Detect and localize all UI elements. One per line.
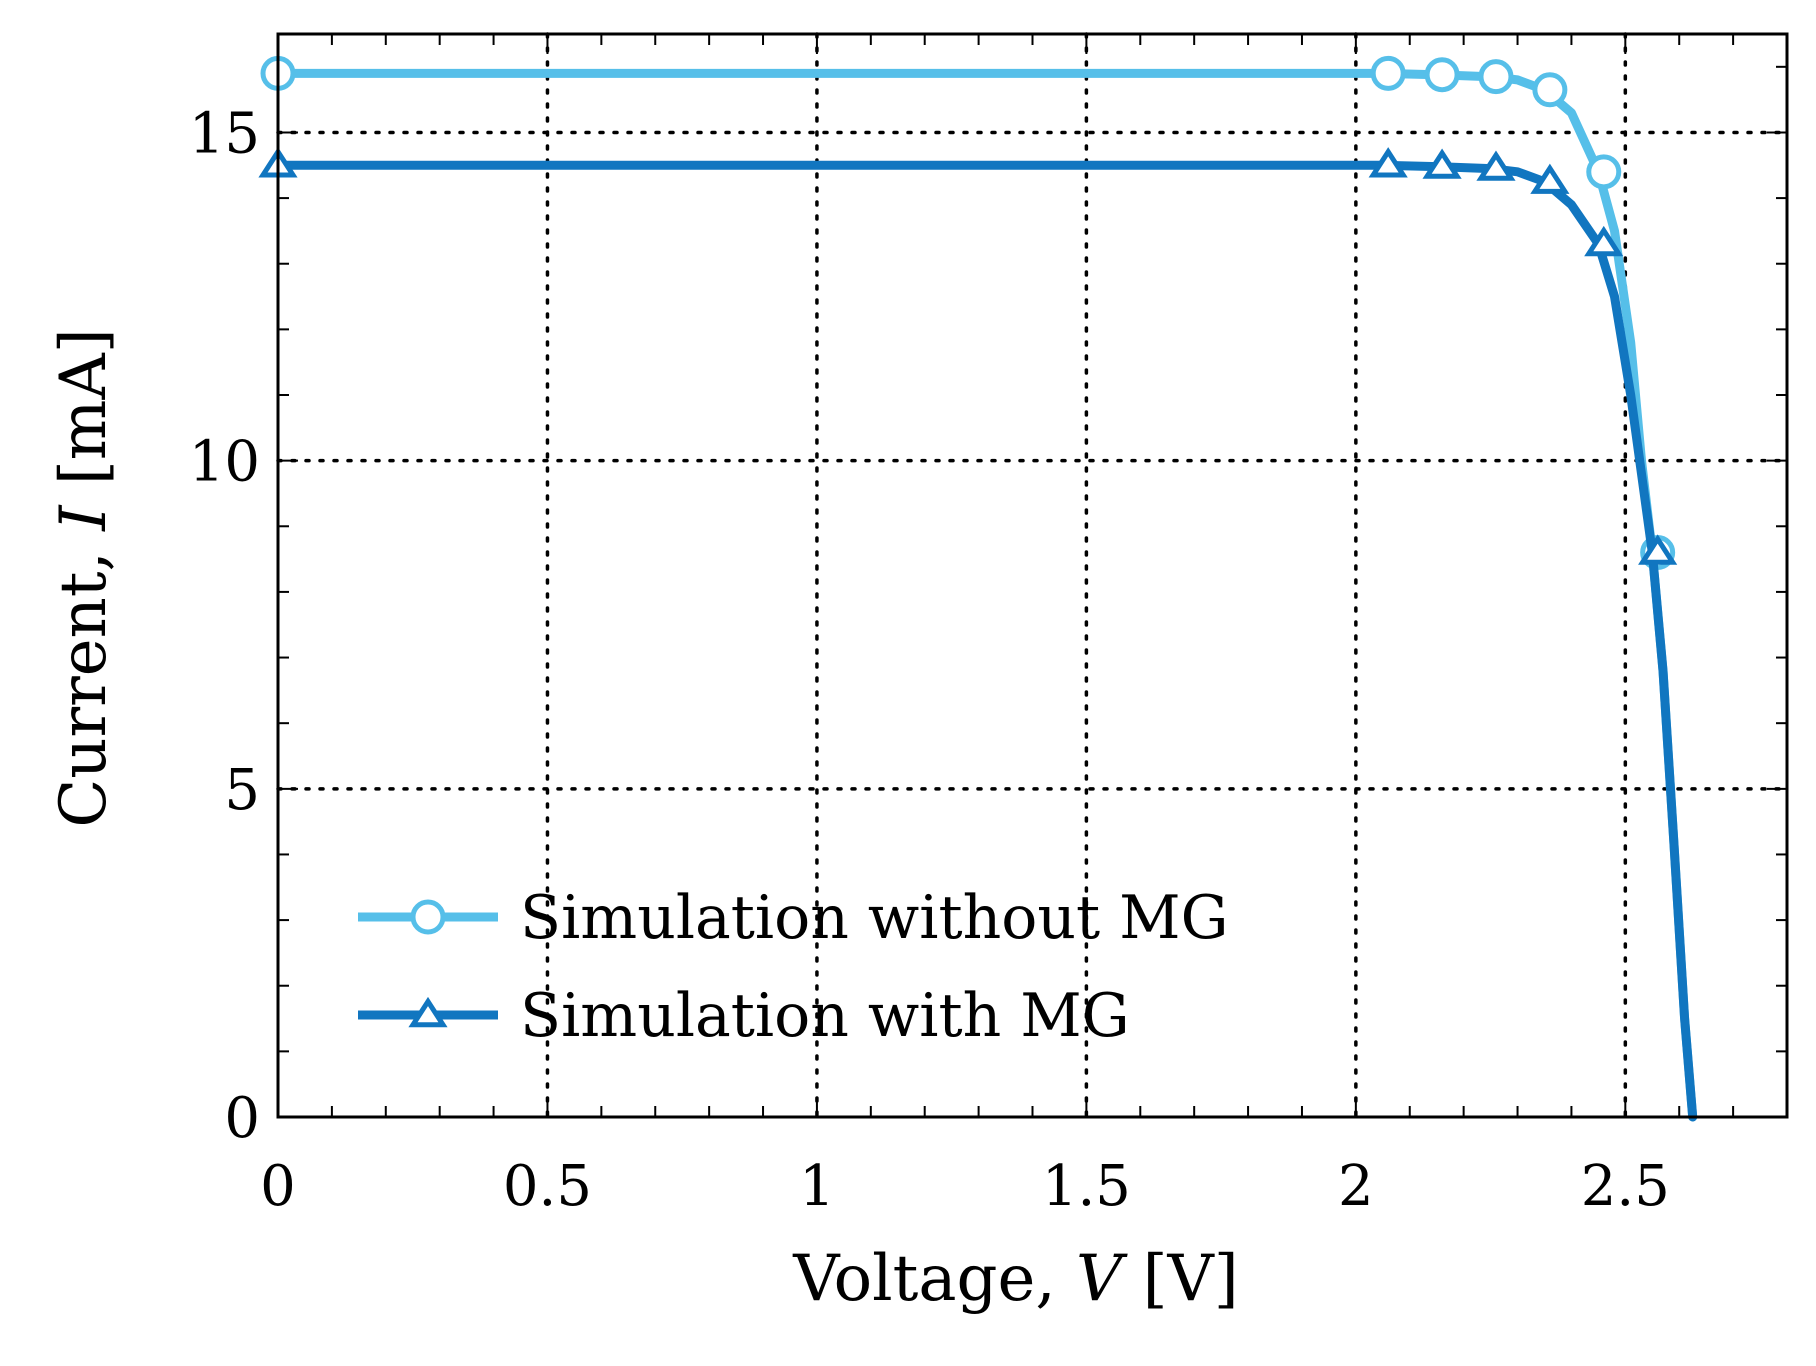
series-line-0 xyxy=(273,68,1698,1122)
x-tick-label: 2 xyxy=(1338,1154,1374,1219)
data-point-circle xyxy=(1370,55,1406,91)
x-axis-title-unit: [V] xyxy=(1122,1242,1239,1316)
y-axis-title: Current, I [mA] xyxy=(47,328,121,827)
x-tick-label: 1 xyxy=(799,1154,835,1219)
data-point-circle xyxy=(1586,154,1622,190)
y-axis-title-prefix: Current, xyxy=(47,531,121,828)
y-tick-label: 15 xyxy=(189,101,260,166)
data-point-triangle xyxy=(1368,147,1408,178)
y-tick-label: 5 xyxy=(224,758,260,823)
legend-marker-circle xyxy=(410,899,446,935)
data-point-triangle xyxy=(1530,163,1570,194)
x-tick-label: 0.5 xyxy=(503,1154,592,1219)
x-axis-title: Voltage, V [V] xyxy=(792,1242,1238,1316)
plot-frame xyxy=(276,32,1789,1119)
legend-marker-triangle xyxy=(408,996,448,1028)
data-point-triangle xyxy=(1422,148,1462,179)
x-axis-title-prefix: Voltage, xyxy=(792,1242,1076,1316)
data-point-triangle xyxy=(1476,150,1516,181)
data-point-circle xyxy=(1424,57,1460,93)
x-tick-label: 1.5 xyxy=(1042,1154,1131,1219)
legend-label-with-mg: Simulation with MG xyxy=(520,981,1130,1051)
x-tick-label: 0 xyxy=(260,1154,296,1219)
tick-labels: 0 0.5 1 1.5 2 2.5 0 5 10 15 xyxy=(189,101,1670,1219)
y-tick-label: 0 xyxy=(224,1086,260,1151)
data-point-circle xyxy=(1532,72,1568,108)
data-point-triangle xyxy=(1638,534,1678,565)
series-layer xyxy=(258,55,1698,1122)
legend: Simulation without MG Simulation with MG xyxy=(358,883,1229,1051)
grid-layer xyxy=(276,32,1789,1119)
x-tick-label: 2.5 xyxy=(1581,1154,1670,1219)
x-axis-title-var: V xyxy=(1076,1242,1128,1316)
y-tick-label: 10 xyxy=(189,430,260,495)
data-point-circle xyxy=(1478,59,1514,95)
legend-label-without-mg: Simulation without MG xyxy=(520,883,1229,953)
y-axis-title-unit: [mA] xyxy=(47,328,121,505)
y-axis-title-var: I xyxy=(47,504,121,532)
data-point-triangle xyxy=(1584,225,1624,257)
series-line-1 xyxy=(273,160,1698,1122)
